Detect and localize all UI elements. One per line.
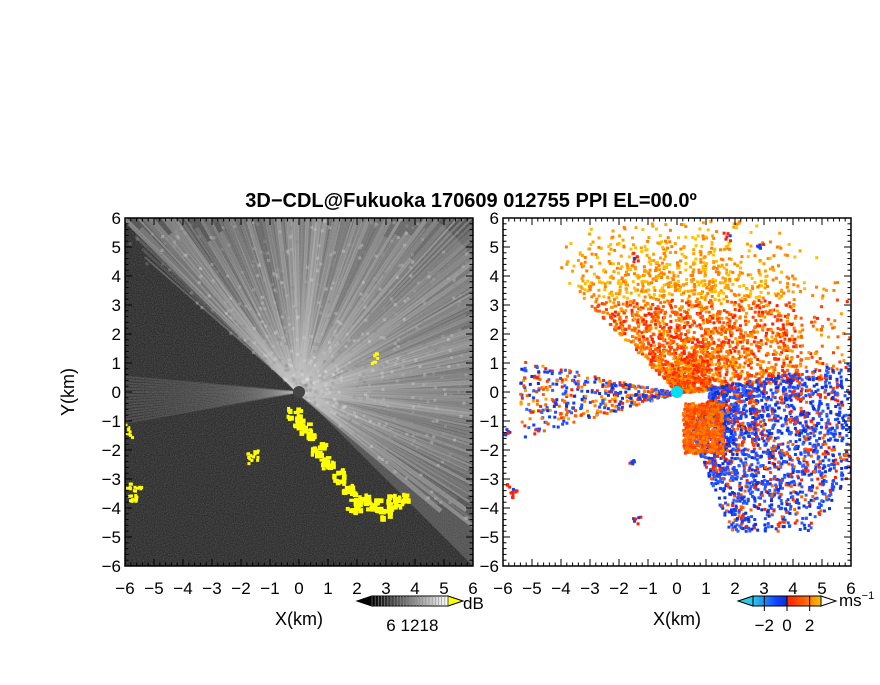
- left-x-tick-label: 4: [410, 579, 419, 598]
- colorbar-db-tick-label: 12: [401, 616, 420, 635]
- left-y-tick-label: −4: [102, 499, 121, 518]
- colorbar-vel-upper-arrow: [821, 596, 836, 606]
- right-x-tick-label: 5: [817, 579, 826, 598]
- velocity-image: [503, 218, 870, 566]
- right-y-tick-label: 4: [490, 267, 499, 286]
- right-y-tick-label: −6: [480, 557, 499, 576]
- radar-site-marker: [293, 386, 305, 398]
- left-y-tick-label: 3: [112, 296, 121, 315]
- left-x-tick-label: −2: [231, 579, 250, 598]
- right-y-tick-label: −5: [480, 528, 499, 547]
- left-y-tick-label: −6: [102, 557, 121, 576]
- right-x-tick-label: 1: [701, 579, 710, 598]
- left-x-tick-label: 2: [352, 579, 361, 598]
- right-y-tick-label: 2: [490, 325, 499, 344]
- right-y-tick-label: 5: [490, 238, 499, 257]
- radar-site-marker-velocity: [671, 386, 683, 398]
- right-y-tick-label: 6: [490, 209, 499, 228]
- left-y-tick-label: 2: [112, 325, 121, 344]
- right-x-tick-label: 4: [788, 579, 797, 598]
- right-x-tick-label: −1: [638, 579, 657, 598]
- left-y-tick-label: 4: [112, 267, 121, 286]
- right-x-tick-label: −5: [522, 579, 541, 598]
- right-y-tick-label: −3: [480, 470, 499, 489]
- left-y-tick-label: 5: [112, 238, 121, 257]
- left-x-tick-label: 5: [439, 579, 448, 598]
- left-y-axis-label: Y(km): [58, 368, 78, 416]
- left-y-tick-label: 6: [112, 209, 121, 228]
- right-x-tick-label: 2: [730, 579, 739, 598]
- right-x-tick-label: −3: [580, 579, 599, 598]
- colorbar-vel-tick-label: 2: [805, 616, 814, 635]
- left-y-tick-label: −3: [102, 470, 121, 489]
- colorbar-vel-lower-arrow: [738, 596, 753, 606]
- left-y-tick-label: 0: [112, 383, 121, 402]
- right-y-tick-label: −1: [480, 412, 499, 431]
- colorbar-vel-unit: ms−1: [839, 590, 874, 610]
- left-y-tick-label: 1: [112, 354, 121, 373]
- left-x-tick-label: −1: [260, 579, 279, 598]
- right-y-tick-label: 1: [490, 354, 499, 373]
- right-x-tick-label: −6: [493, 579, 512, 598]
- left-x-tick-label: 1: [323, 579, 332, 598]
- colorbar-db-tick-label: 6: [386, 616, 395, 635]
- colorbar-vel-tick-label: −2: [755, 616, 774, 635]
- colorbar-vel-tick-label: 0: [782, 616, 791, 635]
- left-x-tick-label: −3: [202, 579, 221, 598]
- right-x-axis-label: X(km): [653, 609, 701, 629]
- right-x-tick-label: 0: [672, 579, 681, 598]
- right-y-tick-label: −2: [480, 441, 499, 460]
- right-x-tick-label: −2: [609, 579, 628, 598]
- right-y-tick-label: 3: [490, 296, 499, 315]
- colorbar-db-unit: dB: [463, 594, 484, 613]
- colorbar-db-upper-arrow: [448, 596, 463, 606]
- left-x-tick-label: 3: [381, 579, 390, 598]
- left-y-tick-labels: −6 −5 −4 −3 −2 −1 0 1 2 3 4 5 6: [102, 209, 121, 576]
- left-y-tick-label: −5: [102, 528, 121, 547]
- figure-title: 3D−CDL@Fukuoka 170609 012755 PPI EL=00.0…: [245, 190, 697, 212]
- left-x-tick-label: −5: [144, 579, 163, 598]
- right-x-tick-label: 3: [759, 579, 768, 598]
- left-x-tick-label: −6: [115, 579, 134, 598]
- left-x-tick-label: 0: [294, 579, 303, 598]
- right-y-tick-label: −4: [480, 499, 499, 518]
- right-x-tick-label: −4: [551, 579, 570, 598]
- left-y-tick-label: −1: [102, 412, 121, 431]
- left-x-tick-label: −4: [173, 579, 192, 598]
- right-y-tick-labels: −6 −5 −4 −3 −2 −1 0 1 2 3 4 5 6: [480, 209, 499, 576]
- colorbar-db-tick-label: 18: [420, 616, 439, 635]
- left-x-axis-label: X(km): [275, 609, 323, 629]
- right-y-tick-label: 0: [490, 383, 499, 402]
- left-y-tick-label: −2: [102, 441, 121, 460]
